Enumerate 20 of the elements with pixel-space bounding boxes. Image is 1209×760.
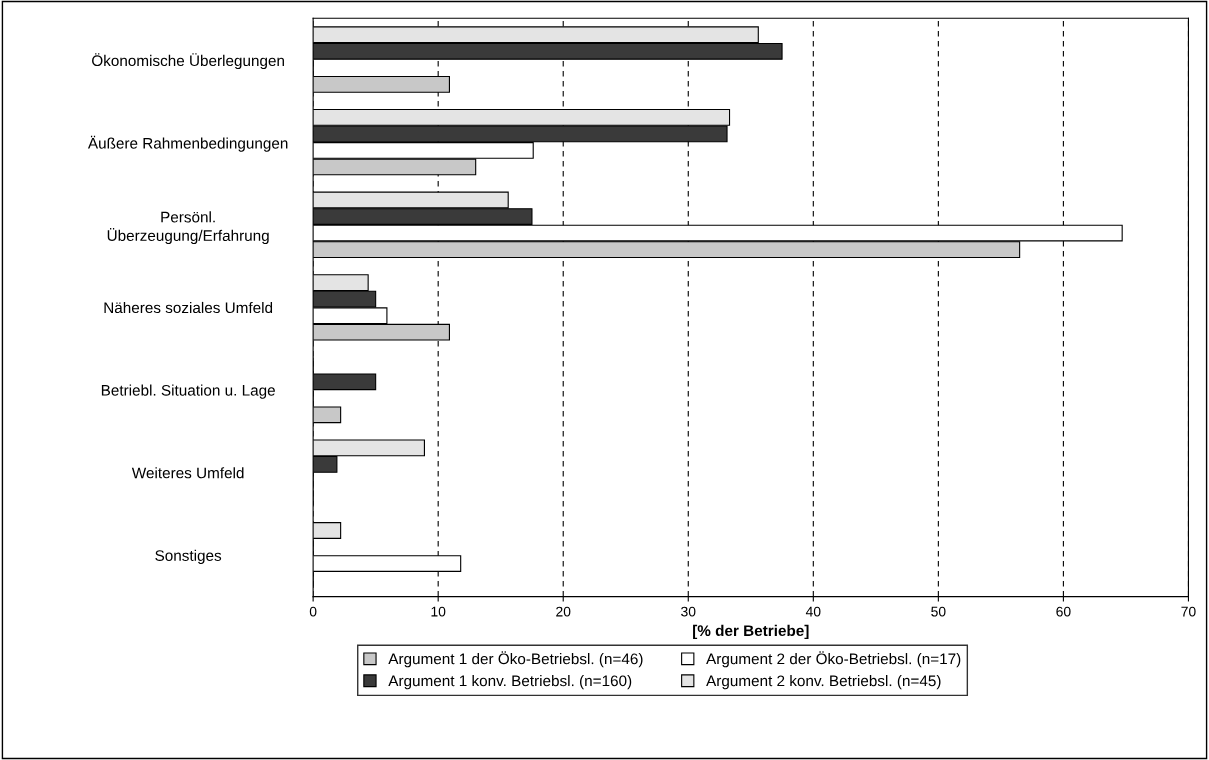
legend-label: Argument 2 der Öko-Betriebsl. (n=17) — [706, 651, 961, 668]
legend-label: Argument 1 der Öko-Betriebsl. (n=46) — [388, 651, 643, 668]
x-tick-label: 0 — [309, 606, 317, 617]
legend-label: Argument 2 konv. Betriebsl. (n=45) — [706, 675, 941, 690]
x-tick-label: 50 — [931, 606, 946, 617]
y-tick-label: Näheres soziales Umfeld — [104, 301, 273, 314]
x-tick-label: 40 — [805, 606, 821, 617]
x-axis-title: [% der Betriebe] — [693, 624, 809, 640]
y-tick-label: Äußere Rahmenbedingungen — [87, 135, 288, 152]
x-tick-label: 20 — [556, 606, 571, 617]
y-tick-label: Sonstiges — [155, 549, 222, 564]
x-tick-label: 60 — [1056, 606, 1071, 617]
legend-label: Argument 1 konv. Betriebsl. (n=160) — [388, 675, 632, 690]
x-tick-label: 70 — [1181, 606, 1196, 617]
y-tick-label: Persönl. Überzeugung/Erfahrung — [107, 211, 269, 245]
y-tick-label: Ökonomische Überlegungen — [92, 53, 284, 70]
y-tick-label: Weiteres Umfeld — [131, 467, 244, 479]
y-tick-label: Betriebl. Situation u. Lage — [101, 384, 275, 399]
x-tick-label: 30 — [681, 606, 696, 617]
x-tick-label: 10 — [431, 606, 446, 617]
